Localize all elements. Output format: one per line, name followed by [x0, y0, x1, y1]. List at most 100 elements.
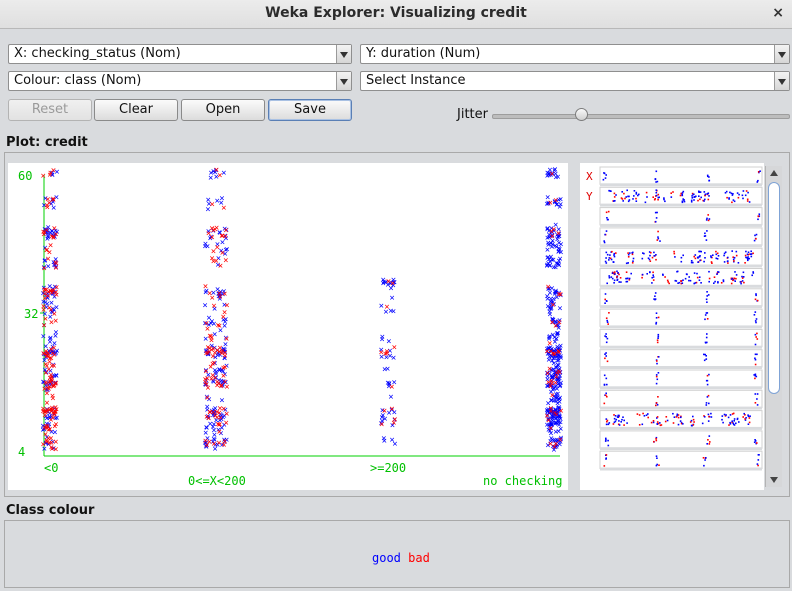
clear-button[interactable]: Clear: [94, 99, 178, 121]
matrix-point: [745, 250, 747, 253]
data-point-good: ×: [551, 365, 556, 375]
data-point-good: ×: [556, 375, 561, 385]
data-point-good: ×: [556, 395, 561, 405]
matrix-cell[interactable]: [599, 308, 763, 327]
matrix-point: [608, 257, 611, 259]
matrix-cell[interactable]: [599, 328, 763, 348]
matrix-cell[interactable]: [599, 166, 763, 185]
data-point-bad: ×: [209, 333, 214, 343]
matrix-point: [676, 413, 679, 416]
matrix-point: [678, 281, 681, 284]
data-point-bad: ×: [44, 201, 49, 211]
matrix-cell[interactable]: [599, 349, 763, 368]
data-point-good: ×: [219, 415, 224, 425]
open-button[interactable]: Open: [181, 99, 265, 121]
matrix-cell[interactable]: [599, 430, 763, 449]
data-point-good: ×: [221, 411, 226, 421]
data-point-good: ×: [545, 411, 550, 421]
matrix-cell[interactable]: [599, 450, 763, 470]
scrollbar-thumb[interactable]: [768, 182, 780, 394]
colour-select[interactable]: Colour: class (Nom): [8, 71, 352, 91]
instance-select[interactable]: Select Instance: [360, 71, 790, 91]
data-point-good: ×: [558, 418, 563, 428]
matrix-separator: [600, 406, 762, 410]
data-point-good: ×: [213, 370, 218, 380]
data-point-good: ×: [548, 404, 553, 414]
data-point-good: ×: [219, 423, 224, 433]
data-point-bad: ×: [392, 415, 397, 425]
matrix-point: [686, 273, 688, 276]
matrix-cell[interactable]: [599, 389, 763, 409]
scatter-plot[interactable]: 60 32 4 <0 0<=X<200 >=200 no checking × ×…: [8, 163, 568, 490]
data-point-bad: ×: [210, 359, 215, 369]
save-button[interactable]: Save: [268, 99, 352, 121]
data-point-good: ×: [553, 411, 558, 421]
matrix-point: [717, 271, 720, 273]
data-point-bad: ×: [389, 382, 394, 392]
data-point-good: ×: [544, 421, 549, 431]
x-axis-select[interactable]: X: checking_status (Nom): [8, 44, 352, 64]
data-point-good: ×: [552, 288, 557, 298]
chevron-down-icon[interactable]: [774, 72, 789, 90]
jitter-slider-track[interactable]: [492, 114, 790, 119]
data-point-good: ×: [557, 304, 562, 314]
matrix-point: [694, 282, 697, 284]
data-point-good: ×: [382, 415, 387, 425]
matrix-point: [656, 180, 659, 183]
data-point-bad: ×: [210, 371, 215, 381]
matrix-scrollbar[interactable]: [765, 166, 782, 487]
matrix-point: [604, 440, 607, 442]
data-point-good: ×: [216, 254, 221, 264]
matrix-point: [735, 250, 738, 253]
jitter-slider-handle[interactable]: [575, 108, 588, 121]
matrix-cell[interactable]: [599, 369, 763, 388]
matrix-point: [603, 240, 605, 242]
data-point-good: ×: [216, 289, 221, 299]
data-point-good: ×: [43, 412, 48, 422]
data-point-bad: ×: [46, 352, 51, 362]
close-icon[interactable]: ×: [772, 5, 784, 21]
matrix-point: [613, 279, 616, 282]
data-point-good: ×: [50, 308, 55, 318]
scroll-up-icon[interactable]: [766, 166, 782, 180]
data-point-bad: ×: [50, 287, 55, 297]
data-point-bad: ×: [53, 403, 58, 413]
data-point-bad: ×: [549, 227, 554, 237]
matrix-point: [752, 272, 755, 274]
matrix-cell[interactable]: [599, 207, 763, 226]
matrix-cell[interactable]: [599, 227, 763, 246]
matrix-point: [655, 181, 657, 183]
matrix-point: [704, 318, 706, 321]
data-point-bad: ×: [48, 405, 53, 415]
matrix-cell[interactable]: [599, 288, 763, 307]
scroll-down-icon[interactable]: [766, 473, 782, 487]
matrix-point: [703, 353, 705, 356]
matrix-point: [621, 198, 624, 200]
matrix-point: [742, 190, 745, 192]
data-point-good: ×: [48, 405, 53, 415]
matrix-point: [656, 341, 659, 344]
data-point-good: ×: [212, 411, 217, 421]
matrix-point: [627, 252, 629, 254]
matrix-point: [754, 439, 756, 441]
chevron-down-icon[interactable]: [336, 72, 351, 90]
data-point-good: ×: [391, 378, 396, 388]
attribute-matrix-svg[interactable]: X Y: [580, 163, 764, 490]
reset-button[interactable]: Reset: [8, 99, 92, 121]
data-point-good: ×: [554, 321, 559, 331]
matrix-point: [705, 358, 708, 360]
y-axis-select[interactable]: Y: duration (Num): [360, 44, 790, 64]
data-point-good: ×: [391, 307, 396, 317]
matrix-point: [708, 270, 710, 273]
matrix-point: [635, 197, 637, 200]
data-point-good: ×: [391, 276, 396, 286]
data-point-good: ×: [211, 167, 216, 177]
data-point-good: ×: [41, 378, 46, 388]
data-point-bad: ×: [217, 420, 222, 430]
matrix-point: [624, 197, 626, 200]
chevron-down-icon[interactable]: [774, 45, 789, 63]
chevron-down-icon[interactable]: [336, 45, 351, 63]
matrix-point: [754, 363, 757, 366]
attribute-matrix[interactable]: X Y: [580, 163, 764, 490]
scatter-plot-svg[interactable]: 60 32 4 <0 0<=X<200 >=200 no checking ××…: [8, 163, 568, 490]
